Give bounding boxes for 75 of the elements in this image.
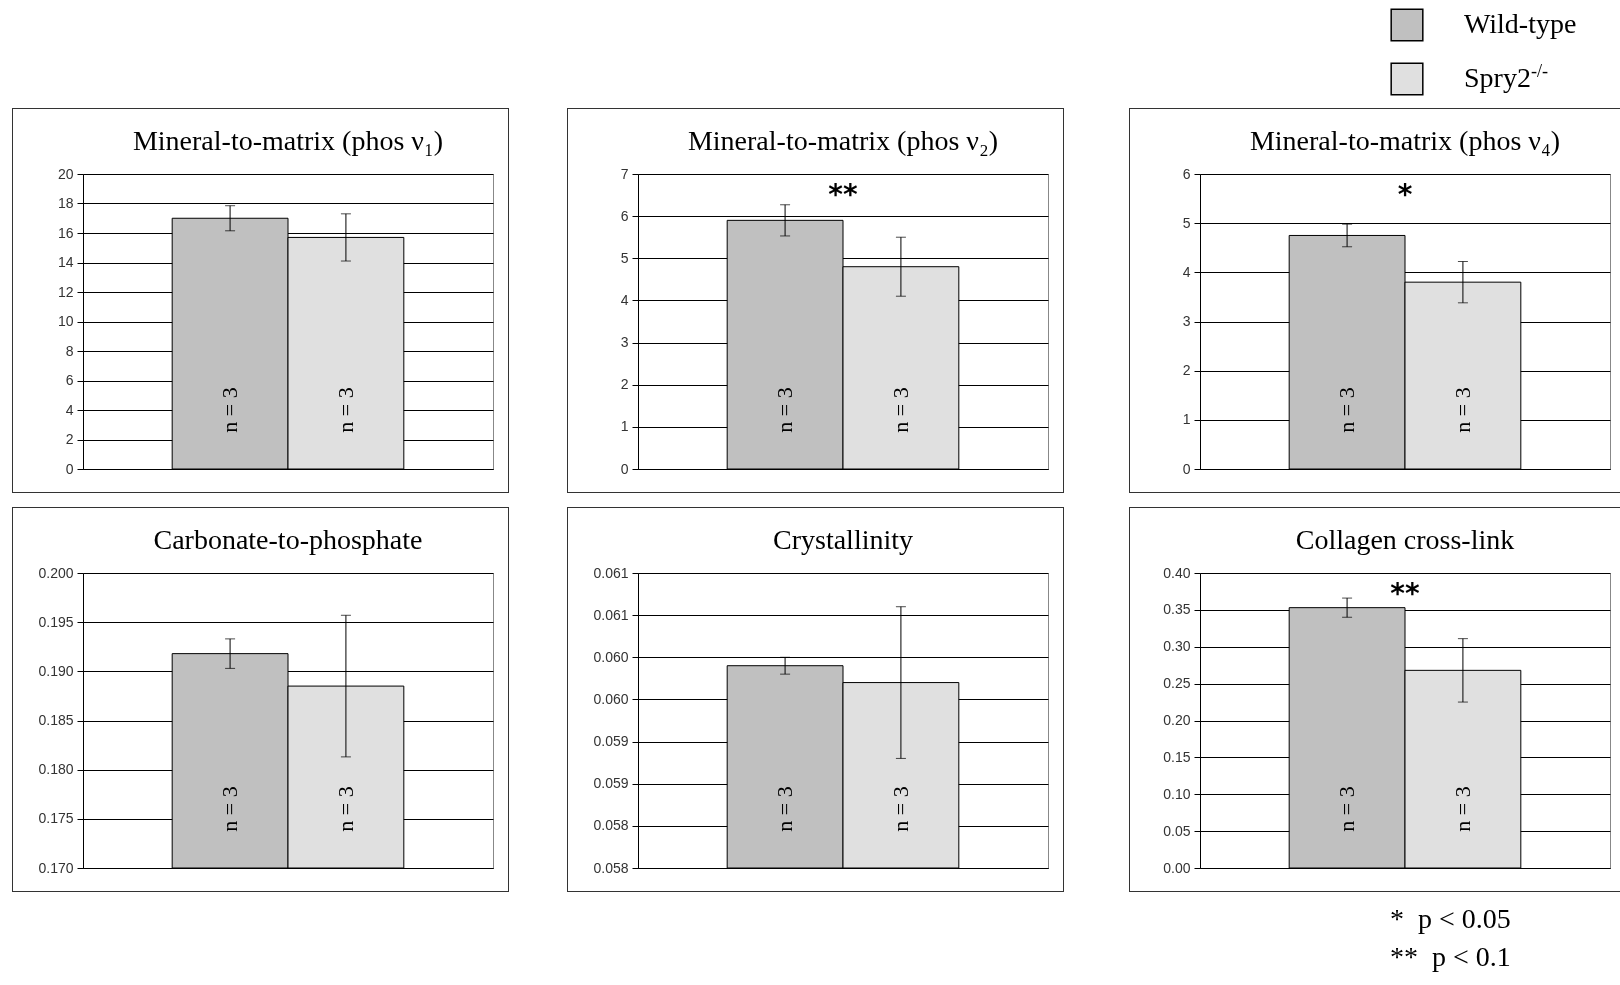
chart-title: Crystallinity (773, 524, 913, 555)
y-tick-label: 0.170 (38, 859, 74, 876)
y-tick-label: 0 (65, 460, 74, 477)
chart-title: Mineral-to-matrix (phos ν₄) (1249, 125, 1561, 156)
y-tick-label: 6 (620, 207, 629, 224)
y-tick-label: 6 (1182, 165, 1191, 182)
y-tick-label: 7 (620, 165, 629, 182)
y-tick-label: 2 (620, 376, 629, 393)
annotation: * (1397, 178, 1413, 211)
y-tick-label: 1 (620, 418, 629, 435)
legend-label: Spry2$^{-/-}$ (1464, 61, 1549, 93)
annotation: n = 3 (772, 387, 798, 433)
y-tick-label: 0.058 (593, 859, 629, 876)
annotation: n = 3 (217, 387, 243, 433)
y-tick-label: 0.175 (38, 810, 74, 827)
y-tick-label: 10 (57, 313, 74, 329)
y-tick-label: 2 (1182, 362, 1191, 379)
y-tick-label: 0.061 (593, 564, 629, 581)
y-tick-label: 0.00 (1163, 859, 1191, 876)
y-tick-label: 5 (1182, 214, 1191, 231)
y-tick-label: 0.30 (1163, 638, 1191, 655)
y-tick-label: 4 (620, 291, 629, 308)
y-tick-label: 0.060 (593, 648, 629, 665)
y-tick-label: 0.40 (1163, 564, 1191, 581)
y-tick-label: 6 (65, 372, 74, 388)
annotation: n = 3 (887, 786, 913, 832)
chart-title: Carbonate-to-phosphate (153, 524, 423, 555)
y-tick-label: 0.05 (1163, 822, 1191, 839)
text: * p < 0.05 (1390, 902, 1511, 936)
y-tick-label: 0.061 (593, 606, 629, 623)
text: ** p < 0.1 (1390, 940, 1511, 974)
y-tick-label: 0.200 (38, 564, 74, 581)
y-tick-label: 0.35 (1163, 601, 1191, 618)
chart-title: Collagen cross-link (1295, 524, 1515, 555)
annotation: n = 3 (332, 786, 358, 832)
annotation: n = 3 (887, 387, 913, 433)
y-tick-label: 5 (620, 249, 629, 266)
y-tick-label: 14 (57, 254, 74, 270)
y-tick-label: 0.059 (593, 733, 629, 750)
y-tick-label: 0 (620, 460, 629, 477)
y-tick-label: 20 (57, 165, 74, 182)
y-tick-label: 8 (65, 342, 74, 359)
y-tick-label: 0.190 (38, 662, 74, 679)
annotation: n = 3 (1449, 387, 1475, 433)
y-tick-label: 0.185 (38, 712, 74, 728)
y-tick-label: 0.060 (593, 690, 629, 707)
y-tick-label: 3 (620, 334, 629, 351)
y-tick-label: 0.058 (593, 817, 629, 834)
y-tick-label: 4 (1182, 263, 1191, 280)
annotation: n = 3 (1334, 786, 1360, 832)
annotation: ** (1390, 577, 1420, 610)
y-tick-label: 2 (65, 431, 74, 447)
y-tick-label: 12 (57, 283, 74, 300)
annotation: n = 3 (217, 786, 243, 832)
annotation: ** (828, 178, 858, 211)
y-tick-label: 18 (57, 195, 74, 211)
annotation: n = 3 (1334, 387, 1360, 433)
chart-title: Mineral-to-matrix (phos ν₂) (687, 125, 999, 156)
annotation: n = 3 (1449, 786, 1475, 832)
y-tick-label: 0.15 (1163, 748, 1191, 765)
y-tick-label: 0.059 (593, 775, 629, 792)
y-tick-label: 0.10 (1163, 785, 1191, 802)
annotation: n = 3 (332, 387, 358, 433)
y-tick-label: 0 (1182, 460, 1191, 477)
y-tick-label: 3 (1182, 313, 1191, 329)
y-tick-label: 4 (65, 401, 74, 418)
y-tick-label: 0.20 (1163, 712, 1191, 728)
annotation: n = 3 (772, 786, 798, 832)
y-tick-label: 1 (1182, 411, 1191, 428)
legend-label: Wild-type (1464, 8, 1577, 39)
y-tick-label: 0.195 (38, 613, 74, 630)
y-tick-label: 0.25 (1163, 675, 1191, 692)
y-tick-label: 16 (57, 224, 74, 241)
chart-title: Mineral-to-matrix (phos ν₁) (132, 125, 444, 156)
y-tick-label: 0.180 (38, 761, 74, 778)
